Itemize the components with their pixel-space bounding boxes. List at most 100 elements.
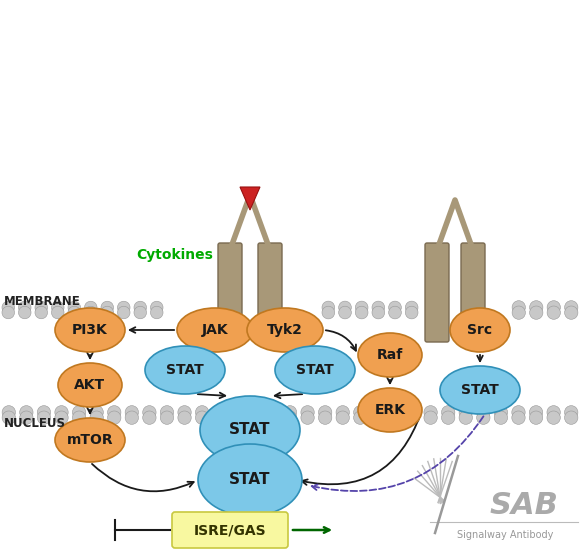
Circle shape — [339, 306, 351, 319]
Circle shape — [35, 306, 48, 319]
FancyBboxPatch shape — [218, 243, 242, 342]
Text: STAT: STAT — [166, 363, 204, 377]
Circle shape — [248, 406, 262, 419]
Circle shape — [150, 306, 163, 319]
Circle shape — [213, 406, 226, 419]
Ellipse shape — [275, 346, 355, 394]
Circle shape — [143, 406, 156, 419]
Circle shape — [118, 306, 130, 319]
Circle shape — [266, 411, 279, 425]
Circle shape — [459, 411, 473, 425]
Circle shape — [134, 301, 147, 314]
Ellipse shape — [177, 308, 253, 352]
Circle shape — [231, 406, 244, 419]
Circle shape — [512, 306, 525, 320]
FancyBboxPatch shape — [258, 243, 282, 342]
Circle shape — [530, 306, 543, 320]
Circle shape — [107, 411, 121, 425]
Text: MEMBRANE: MEMBRANE — [4, 295, 81, 308]
Circle shape — [55, 406, 68, 419]
Circle shape — [407, 406, 420, 419]
Circle shape — [512, 301, 525, 314]
Circle shape — [160, 406, 173, 419]
Circle shape — [301, 406, 314, 419]
Circle shape — [72, 411, 86, 425]
Circle shape — [424, 411, 437, 425]
Circle shape — [178, 406, 191, 419]
Text: ERK: ERK — [375, 403, 405, 417]
Text: STAT: STAT — [229, 422, 271, 437]
Circle shape — [371, 406, 385, 419]
Circle shape — [118, 301, 130, 314]
Circle shape — [407, 411, 420, 425]
Text: mTOR: mTOR — [67, 433, 113, 447]
Circle shape — [494, 411, 508, 425]
Circle shape — [530, 406, 543, 419]
Circle shape — [134, 306, 147, 319]
Circle shape — [564, 406, 578, 419]
Circle shape — [389, 306, 401, 319]
Circle shape — [195, 411, 209, 425]
Circle shape — [441, 406, 455, 419]
Ellipse shape — [200, 396, 300, 464]
Text: STAT: STAT — [296, 363, 334, 377]
Circle shape — [356, 306, 368, 319]
Circle shape — [339, 301, 351, 314]
Circle shape — [52, 306, 64, 319]
Ellipse shape — [55, 308, 125, 352]
FancyBboxPatch shape — [461, 243, 485, 342]
Ellipse shape — [58, 363, 122, 407]
Circle shape — [213, 411, 226, 425]
Circle shape — [336, 406, 349, 419]
Ellipse shape — [358, 388, 422, 432]
Circle shape — [2, 306, 15, 319]
Circle shape — [356, 301, 368, 314]
Circle shape — [322, 306, 335, 319]
Text: JAK: JAK — [202, 323, 229, 337]
Ellipse shape — [55, 418, 125, 462]
Circle shape — [68, 301, 81, 314]
Circle shape — [35, 301, 48, 314]
Circle shape — [2, 411, 16, 425]
Circle shape — [389, 301, 401, 314]
Circle shape — [52, 301, 64, 314]
Text: Src: Src — [467, 323, 492, 337]
Circle shape — [547, 301, 560, 314]
Circle shape — [547, 406, 560, 419]
Ellipse shape — [440, 366, 520, 414]
Circle shape — [354, 406, 367, 419]
Circle shape — [2, 301, 15, 314]
Circle shape — [90, 406, 103, 419]
Circle shape — [318, 406, 332, 419]
Circle shape — [85, 301, 97, 314]
Text: Signalway Antibody: Signalway Antibody — [457, 530, 553, 540]
Ellipse shape — [145, 346, 225, 394]
Circle shape — [20, 406, 33, 419]
Circle shape — [160, 411, 173, 425]
Circle shape — [90, 411, 103, 425]
Circle shape — [195, 406, 209, 419]
Circle shape — [322, 301, 335, 314]
FancyBboxPatch shape — [172, 512, 288, 548]
Circle shape — [389, 411, 402, 425]
Circle shape — [477, 411, 490, 425]
Circle shape — [37, 411, 50, 425]
Circle shape — [318, 411, 332, 425]
Circle shape — [459, 406, 473, 419]
Polygon shape — [240, 187, 260, 210]
Circle shape — [405, 301, 418, 314]
Circle shape — [564, 411, 578, 425]
Circle shape — [530, 411, 543, 425]
Text: NUCLEUS: NUCLEUS — [4, 417, 66, 430]
Ellipse shape — [358, 333, 422, 377]
Circle shape — [266, 406, 279, 419]
Circle shape — [101, 301, 114, 314]
Text: ISRE/GAS: ISRE/GAS — [194, 523, 266, 537]
Text: STAT: STAT — [229, 472, 271, 487]
Circle shape — [283, 406, 297, 419]
Circle shape — [389, 406, 402, 419]
Ellipse shape — [450, 308, 510, 352]
Circle shape — [371, 411, 385, 425]
Circle shape — [231, 411, 244, 425]
Circle shape — [441, 411, 455, 425]
